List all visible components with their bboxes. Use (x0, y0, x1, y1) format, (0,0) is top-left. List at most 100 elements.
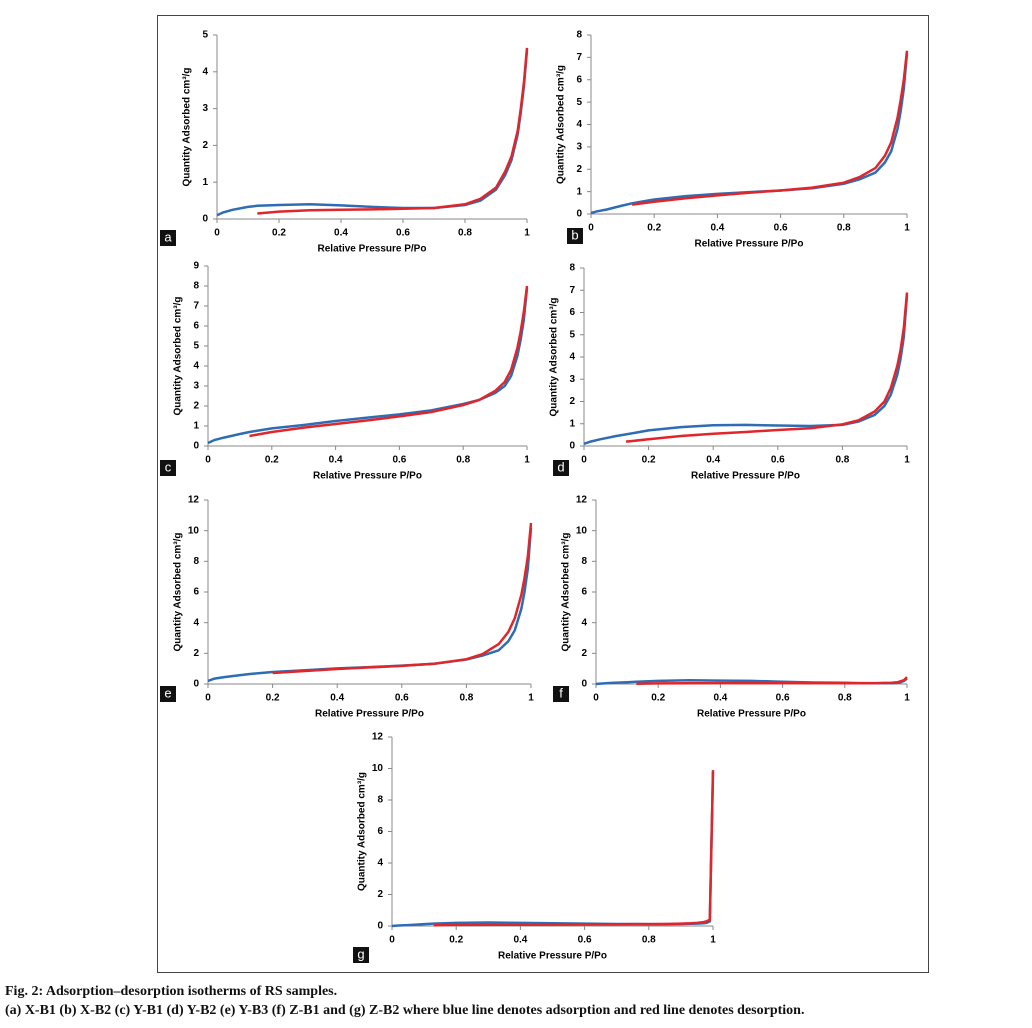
panel-label: a (164, 229, 172, 244)
isotherm-line (433, 770, 715, 927)
x-tick-label: 0 (389, 935, 395, 946)
x-tick-label: 0.8 (838, 693, 852, 704)
y-tick-label: 2 (193, 401, 199, 412)
x-tick-label: 0 (205, 693, 211, 704)
x-tick-label: 0.4 (710, 223, 724, 234)
y-tick-label: 4 (193, 617, 199, 628)
y-tick-label: 3 (569, 374, 575, 385)
x-tick-label: 1 (528, 693, 534, 704)
panel-label: b (571, 227, 578, 242)
y-tick-label: 2 (377, 889, 383, 900)
y-tick-label: 4 (202, 66, 208, 77)
y-tick-label: 0 (377, 921, 383, 932)
panel-label-box (553, 460, 569, 476)
x-tick-label: 0.8 (456, 455, 470, 466)
y-tick-label: 0 (576, 209, 582, 220)
panel-label: e (164, 685, 171, 700)
y-tick-label: 7 (193, 301, 199, 312)
y-tick-label: 8 (569, 263, 575, 274)
y-tick-label: 1 (569, 418, 575, 429)
y-tick-label: 3 (193, 381, 199, 392)
y-tick-label: 10 (576, 525, 588, 536)
y-tick-label: 4 (581, 617, 587, 628)
y-tick-label: 4 (377, 858, 383, 869)
panel-label-box (567, 228, 583, 244)
x-axis-label: Relative Pressure P/Po (318, 244, 427, 255)
y-tick-label: 6 (377, 826, 383, 837)
x-tick-label: 0.8 (458, 228, 472, 239)
x-tick-label: 1 (904, 223, 910, 234)
y-tick-label: 2 (576, 164, 582, 175)
y-tick-label: 12 (576, 495, 588, 506)
y-tick-label: 12 (188, 495, 200, 506)
x-tick-label: 0.2 (449, 935, 463, 946)
x-tick-label: 0.6 (396, 228, 410, 239)
x-tick-label: 0.6 (771, 455, 785, 466)
x-tick-label: 0.8 (459, 693, 473, 704)
y-tick-label: 12 (372, 732, 384, 743)
isotherm-line (216, 49, 529, 217)
x-tick-label: 0.6 (776, 693, 790, 704)
figure-frame (157, 15, 929, 973)
x-tick-label: 0.6 (395, 693, 409, 704)
x-tick-label: 0.8 (642, 935, 656, 946)
x-tick-label: 1 (904, 693, 910, 704)
x-tick-label: 1 (904, 455, 910, 466)
x-tick-label: 0.2 (642, 455, 656, 466)
x-tick-label: 0.4 (713, 693, 727, 704)
y-tick-label: 8 (193, 281, 199, 292)
y-tick-label: 8 (576, 30, 582, 41)
isotherm-line (636, 676, 908, 685)
x-tick-label: 0 (593, 693, 599, 704)
panel-label: d (557, 459, 564, 474)
y-axis-label: Quantity Adsorbed cm³/g (182, 67, 193, 186)
x-tick-label: 0.2 (272, 228, 286, 239)
y-tick-label: 2 (569, 396, 575, 407)
x-tick-label: 0.6 (774, 223, 788, 234)
x-axis-label: Relative Pressure P/Po (691, 471, 800, 482)
isotherm-line (257, 47, 529, 215)
panel-label: c (165, 459, 172, 474)
isotherm-line (391, 771, 715, 928)
y-tick-label: 5 (569, 329, 575, 340)
x-tick-label: 0 (205, 455, 211, 466)
x-tick-label: 0.2 (647, 223, 661, 234)
y-tick-label: 2 (202, 140, 208, 151)
x-tick-label: 0 (581, 455, 587, 466)
y-tick-label: 4 (576, 119, 582, 130)
panel-label-box (553, 686, 569, 702)
panel-label-box (160, 686, 176, 702)
x-tick-label: 0.4 (330, 693, 344, 704)
y-tick-label: 0 (193, 679, 199, 690)
x-tick-label: 1 (524, 228, 530, 239)
y-tick-label: 0 (202, 214, 208, 225)
panel-label: g (357, 946, 364, 961)
x-tick-label: 1 (710, 935, 716, 946)
panel-label-box (160, 460, 176, 476)
x-axis-label: Relative Pressure P/Po (498, 951, 607, 962)
y-tick-label: 10 (372, 763, 384, 774)
y-tick-label: 8 (581, 556, 587, 567)
y-axis-label: Quantity Adsorbed cm³/g (173, 296, 184, 415)
x-tick-label: 0.6 (578, 935, 592, 946)
y-tick-label: 6 (569, 307, 575, 318)
isotherm-line (631, 50, 909, 206)
y-tick-label: 6 (581, 587, 587, 598)
x-tick-label: 0.8 (837, 223, 851, 234)
x-tick-label: 0.4 (706, 455, 720, 466)
isotherm-line (625, 292, 909, 443)
y-tick-label: 3 (576, 142, 582, 153)
y-tick-label: 4 (569, 352, 575, 363)
y-axis-label: Quantity Adsorbed cm³/g (556, 65, 567, 184)
y-tick-label: 9 (193, 261, 199, 272)
isotherm-line (583, 294, 909, 445)
x-tick-label: 0.4 (334, 228, 348, 239)
isotherm-line (207, 527, 533, 683)
x-tick-label: 0.2 (651, 693, 665, 704)
x-tick-label: 0.2 (266, 693, 280, 704)
caption-title: Fig. 2: Adsorption–desorption isotherms … (5, 984, 338, 999)
y-axis-label: Quantity Adsorbed cm³/g (561, 532, 572, 651)
panel-label-box (160, 230, 176, 246)
y-tick-label: 1 (202, 177, 208, 188)
